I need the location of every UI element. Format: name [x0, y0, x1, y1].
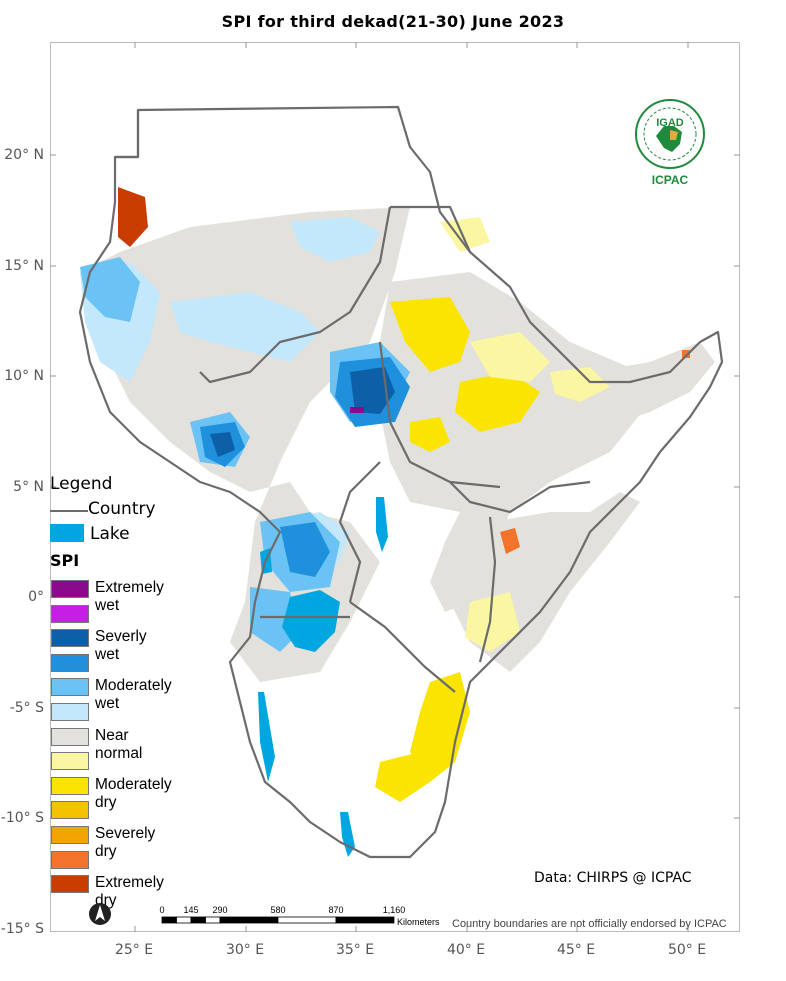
logo-bottom-text: ICPAC [652, 173, 689, 187]
lat-label: 15° N [4, 258, 44, 274]
north-arrow-icon [89, 903, 111, 925]
spi-class-swatch [51, 727, 89, 746]
spi-class-swatch [51, 875, 89, 894]
spi-class-swatch [51, 580, 89, 598]
lon-label: 35° E [335, 942, 375, 958]
lat-label: 0° [28, 589, 44, 605]
scale-bar: 0 145 290 580 870 1,160 Kilometers [159, 905, 440, 927]
scale-unit: Kilometers [397, 917, 440, 927]
scale-tick: 580 [270, 905, 285, 915]
lon-label: 40° E [446, 942, 486, 958]
spi-class-swatch [51, 678, 89, 697]
spi-class-swatch [51, 629, 89, 648]
spi-pale-dry-region [440, 217, 610, 652]
spi-class-label: Moderately dry [95, 775, 172, 811]
spi-severe-dry-spot [500, 350, 690, 554]
lon-label: 30° E [225, 942, 265, 958]
legend-country-label: Country [88, 499, 156, 519]
scale-tick: 145 [183, 905, 198, 915]
lat-label: 10° N [4, 368, 44, 384]
scale-tick: 1,160 [383, 905, 406, 915]
spi-class-label: Severely dry [95, 825, 156, 860]
lake-swatch [50, 524, 84, 542]
disclaimer-text: Country boundaries are not officially en… [452, 918, 727, 930]
spi-class-label: Extremely dry [95, 874, 164, 910]
lat-label: -10° S [0, 810, 44, 826]
lake-tanganyika [258, 692, 275, 782]
lon-label: 50° E [667, 942, 707, 958]
spi-class-swatch [51, 703, 89, 721]
source-credit: Data: CHIRPS @ ICPAC [534, 870, 692, 886]
spi-extreme-wet-spot [350, 407, 364, 413]
country-line-swatch [50, 510, 88, 512]
spi-class-swatch [51, 826, 89, 844]
lat-label: 20° N [4, 147, 44, 163]
lake-victoria [282, 590, 340, 652]
spi-class-label: Moderately wet [95, 677, 172, 713]
lat-label: -15° S [0, 921, 44, 937]
spi-class-swatch [51, 850, 89, 869]
country-borders [78, 105, 724, 859]
legend-title: Legend [50, 474, 113, 494]
spi-dry-region [375, 297, 540, 802]
lat-label: -5° S [9, 700, 44, 716]
lake-turkana [376, 497, 388, 552]
lon-label: 25° E [114, 942, 154, 958]
scale-tick: 290 [212, 905, 227, 915]
spi-legend-title: SPI [50, 551, 80, 570]
map-frame [50, 42, 740, 932]
lon-label: 45° E [556, 942, 596, 958]
spi-class-swatch [51, 801, 89, 820]
map-title: SPI for third dekad(21-30) June 2023 [221, 12, 565, 31]
spi-class-label: Severly wet [95, 628, 147, 664]
lake-malawi [340, 812, 355, 857]
igad-icpac-logo: IGAD ICPAC [635, 99, 705, 187]
scale-tick: 0 [159, 905, 164, 915]
spi-class-swatch [51, 752, 89, 771]
spi-class-swatch [51, 604, 89, 623]
spi-class-swatch [51, 653, 89, 672]
legend-lake-label: Lake [90, 524, 130, 544]
spi-class-swatch [51, 776, 89, 795]
lake-features [258, 497, 388, 857]
spi-class-label: Near normal [95, 726, 143, 762]
scale-tick: 870 [328, 905, 343, 915]
logo-top-text: IGAD [656, 117, 684, 129]
spi-extreme-dry-spot [118, 187, 148, 247]
lat-label: 5° N [13, 479, 44, 495]
spi-class-label: Extremely wet [95, 579, 164, 614]
